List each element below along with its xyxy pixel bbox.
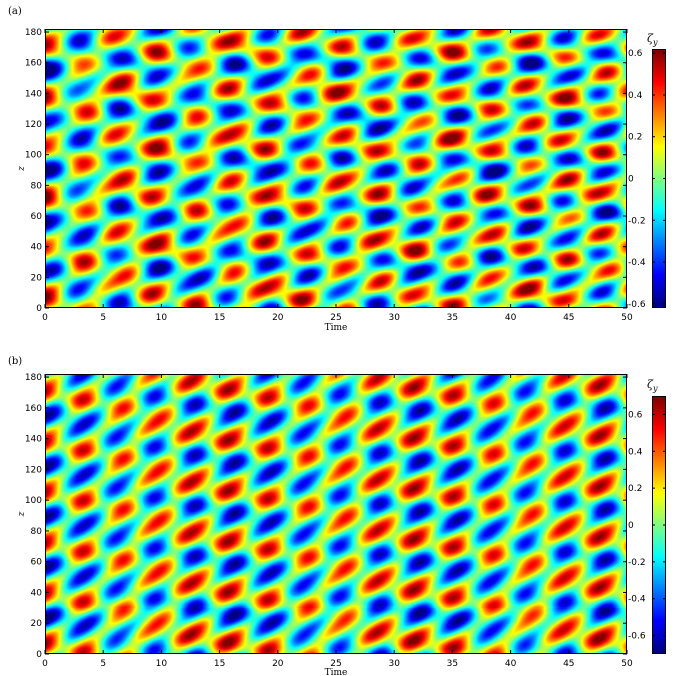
y-tick-label: 80 <box>31 527 43 537</box>
x-tick-label: 35 <box>447 659 458 669</box>
y-tick-label: 60 <box>31 558 43 568</box>
y-tick-label: 100 <box>25 151 42 161</box>
x-tick-label: 15 <box>214 313 225 323</box>
colorbar-tick-label: 0 <box>628 175 634 185</box>
x-tick-label: 25 <box>330 313 341 323</box>
y-tick-label: 40 <box>31 243 43 253</box>
x-tick-label: 45 <box>563 313 574 323</box>
axes-b: 0 5 10 15 20 25 30 35 40 45 50 0 20 40 60 80 100 120 140 16… <box>17 373 666 676</box>
panel-a: (a) ζy 0 5 10 15 20 25 30 35 40 45 50 0 20 40 60 80 100 1… <box>8 6 666 333</box>
colorbar-subscript: y <box>652 38 658 48</box>
y-tick-label: 180 <box>25 373 42 383</box>
colorbar-tick-label: 0.6 <box>628 410 643 420</box>
x-tick-label: 0 <box>42 659 48 669</box>
x-tick-label: 10 <box>156 659 168 669</box>
x-tick-label: 50 <box>621 313 633 323</box>
x-axis-label: Time <box>325 323 348 333</box>
colorbar-tick-label: -0.2 <box>628 216 646 226</box>
y-tick-label: 20 <box>31 273 43 283</box>
y-tick-label: 140 <box>25 435 42 445</box>
colorbar-tick-label: 0.4 <box>628 447 643 457</box>
x-tick-label: 40 <box>505 313 517 323</box>
y-tick-label: 120 <box>25 120 42 130</box>
x-tick-label: 50 <box>621 659 633 669</box>
x-tick-label: 15 <box>214 659 225 669</box>
colorbar-tick-label: 0.4 <box>628 91 643 101</box>
x-tick-label: 25 <box>330 659 341 669</box>
colorbar-subscript: y <box>652 384 658 394</box>
heatmap-b <box>45 374 627 654</box>
x-tick-label: 0 <box>42 313 48 323</box>
x-tick-label: 5 <box>100 313 106 323</box>
y-tick-label: 120 <box>25 465 42 475</box>
x-tick-label: 40 <box>505 659 517 669</box>
panel-label: (a) <box>8 6 22 17</box>
x-tick-label: 35 <box>447 313 458 323</box>
x-tick-label: 5 <box>100 659 106 669</box>
colorbar-tick-label: -0.6 <box>628 632 646 642</box>
x-tick-label: 20 <box>272 313 284 323</box>
heatmap-a <box>45 29 627 308</box>
colorbar-tick-label: 0.2 <box>628 133 642 143</box>
y-tick-label: 0 <box>36 304 42 314</box>
x-tick-label: 10 <box>156 313 168 323</box>
y-tick-label: 100 <box>25 496 42 506</box>
y-tick-label: 160 <box>25 59 42 69</box>
y-tick-label: 0 <box>36 650 42 660</box>
y-tick-label: 180 <box>25 28 42 38</box>
y-tick-label: 140 <box>25 89 42 99</box>
x-tick-label: 20 <box>272 659 284 669</box>
colorbar-tick-label: -0.4 <box>628 258 646 268</box>
colorbar-symbol: ζ <box>647 32 653 45</box>
colorbar-tick-label: 0 <box>628 521 634 531</box>
colorbar-tick-label: -0.2 <box>628 558 646 568</box>
x-tick-label: 30 <box>388 313 400 323</box>
panel-b: (b) ζy 0 5 10 15 20 25 30 35 40 45 50 0 20 40 60 80 100 1… <box>0 340 676 676</box>
colorbar-tick-label: -0.4 <box>628 595 646 605</box>
colorbar-tick-label: -0.6 <box>628 300 646 310</box>
colorbar-tick-label: 0.6 <box>628 49 643 59</box>
colorbar-tick-label: 0.2 <box>628 484 642 494</box>
y-tick-label: 80 <box>31 181 43 191</box>
panel-label: (b) <box>8 356 23 367</box>
x-tick-label: 45 <box>563 659 574 669</box>
colorbar-title: ζy <box>647 32 658 47</box>
y-axis-label: z <box>17 511 27 517</box>
x-axis-label: Time <box>325 668 348 676</box>
y-axis-label: z <box>17 166 27 172</box>
y-tick-label: 20 <box>31 619 43 629</box>
colorbar-symbol: ζ <box>647 378 653 391</box>
y-tick-label: 160 <box>25 404 42 414</box>
x-tick-label: 30 <box>388 659 400 669</box>
y-tick-label: 40 <box>31 588 43 598</box>
axes-a: 0 5 10 15 20 25 30 35 40 45 50 0 20 40 60 80 100 120 140 16… <box>17 28 666 333</box>
colorbar-title: ζy <box>647 378 658 393</box>
y-tick-label: 60 <box>31 212 43 222</box>
